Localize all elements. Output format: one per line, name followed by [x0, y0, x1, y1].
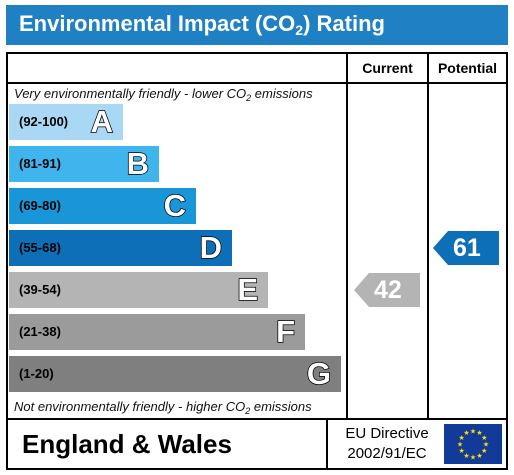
footer: England & Wales EU Directive 2002/91/EC … [6, 420, 508, 470]
column-header-potential: Potential [437, 60, 498, 76]
directive-line-2: 2002/91/EC [347, 445, 427, 462]
band-g: (1-20) G [9, 355, 341, 392]
band-range: (81-91) [19, 156, 61, 171]
svg-text:★: ★ [463, 429, 469, 437]
band-letter: D [199, 229, 223, 266]
header-divider [6, 82, 508, 84]
band-a: (92-100) A [9, 103, 123, 140]
region-label: England & Wales [22, 429, 232, 459]
svg-text:★: ★ [476, 429, 482, 437]
band-range: (92-100) [19, 114, 69, 129]
title-bar: Environmental Impact (CO2) Rating [6, 5, 508, 45]
potential-rating-arrow-value: 61 [453, 234, 481, 262]
svg-text:★: ★ [481, 447, 487, 455]
directive-line-1: EU Directive [345, 425, 429, 442]
svg-text:★: ★ [476, 452, 482, 460]
band-letter: B [126, 145, 150, 182]
band-e: (39-54) E [9, 271, 268, 308]
band-b: (81-91) B [9, 145, 159, 182]
bottom-note: Not environmentally friendly - higher CO… [14, 399, 312, 416]
column-header-current: Current [362, 60, 413, 76]
eu-directive: EU Directive 2002/91/EC [334, 424, 440, 464]
svg-text:★: ★ [459, 447, 465, 455]
band-letter: E [237, 271, 259, 308]
svg-text:★: ★ [457, 441, 463, 449]
band-c: (69-80) C [9, 187, 196, 224]
footer-divider [326, 420, 328, 468]
svg-text:★: ★ [459, 434, 465, 442]
svg-text:★: ★ [470, 428, 476, 436]
column-divider-current [346, 52, 348, 420]
svg-text:★: ★ [470, 454, 476, 462]
band-letter: A [90, 103, 114, 140]
eu-flag-icon: ★ ★ ★ ★ ★ ★ ★ ★ ★ ★ ★ ★ [444, 424, 502, 464]
band-range: (55-68) [19, 240, 61, 255]
rating-frame [6, 52, 508, 420]
band-range: (1-20) [19, 366, 54, 381]
band-range: (21-38) [19, 324, 61, 339]
chart-title: Environmental Impact (CO2) Rating [19, 11, 385, 38]
top-note: Very environmentally friendly - lower CO… [14, 86, 313, 103]
band-letter: F [275, 313, 295, 350]
current-rating-arrow-value: 42 [374, 276, 402, 304]
column-divider-potential [427, 52, 429, 420]
band-letter: G [306, 355, 332, 392]
band-range: (39-54) [19, 282, 61, 297]
current-rating-arrow: 42 [354, 273, 420, 307]
band-range: (69-80) [19, 198, 61, 213]
band-f: (21-38) F [9, 313, 305, 350]
band-letter: C [163, 187, 187, 224]
band-d: (55-68) D [9, 229, 232, 266]
svg-text:★: ★ [483, 441, 489, 449]
svg-text:★: ★ [481, 434, 487, 442]
svg-text:★: ★ [463, 452, 469, 460]
potential-rating-arrow: 61 [433, 231, 499, 265]
